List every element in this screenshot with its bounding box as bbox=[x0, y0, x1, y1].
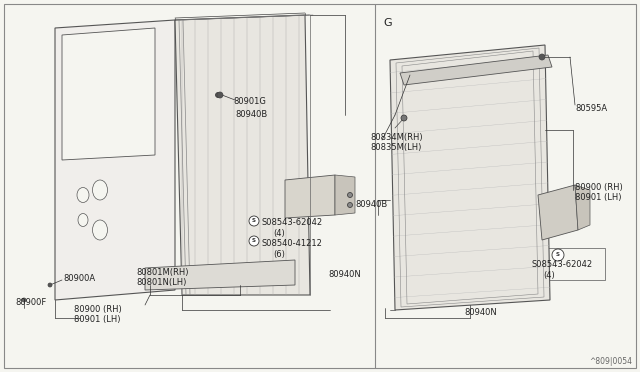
Circle shape bbox=[22, 298, 26, 302]
Circle shape bbox=[216, 93, 221, 97]
Circle shape bbox=[48, 283, 52, 287]
Text: 80901G: 80901G bbox=[233, 97, 266, 106]
Text: 80835M(LH): 80835M(LH) bbox=[370, 143, 421, 152]
Text: 80900 (RH): 80900 (RH) bbox=[74, 305, 122, 314]
Text: 80940B: 80940B bbox=[235, 110, 268, 119]
Text: 80595A: 80595A bbox=[575, 104, 607, 113]
Polygon shape bbox=[62, 28, 155, 160]
Text: 80900 (RH): 80900 (RH) bbox=[575, 183, 623, 192]
Circle shape bbox=[401, 115, 407, 121]
Polygon shape bbox=[55, 20, 175, 300]
Text: 80900F: 80900F bbox=[15, 298, 46, 307]
Ellipse shape bbox=[93, 180, 108, 200]
Text: ^809|0054: ^809|0054 bbox=[589, 357, 632, 366]
Polygon shape bbox=[145, 260, 295, 290]
Ellipse shape bbox=[93, 220, 108, 240]
Text: 80940B: 80940B bbox=[355, 200, 387, 209]
Ellipse shape bbox=[77, 187, 89, 202]
Circle shape bbox=[348, 202, 353, 208]
Text: 80901 (LH): 80901 (LH) bbox=[74, 315, 120, 324]
Circle shape bbox=[217, 92, 223, 98]
Text: 80900A: 80900A bbox=[63, 274, 95, 283]
Polygon shape bbox=[538, 185, 578, 240]
Text: (6): (6) bbox=[273, 250, 285, 259]
Polygon shape bbox=[175, 15, 310, 295]
Text: 80940N: 80940N bbox=[328, 270, 361, 279]
Text: S: S bbox=[556, 253, 560, 257]
Circle shape bbox=[552, 249, 564, 261]
Polygon shape bbox=[285, 175, 335, 218]
Text: S08540-41212: S08540-41212 bbox=[262, 239, 323, 248]
Circle shape bbox=[249, 216, 259, 226]
Bar bbox=[396, 195, 418, 223]
Polygon shape bbox=[390, 45, 550, 310]
Ellipse shape bbox=[78, 214, 88, 227]
Circle shape bbox=[249, 236, 259, 246]
Text: G: G bbox=[383, 18, 392, 28]
Circle shape bbox=[348, 192, 353, 198]
Text: 80940N: 80940N bbox=[464, 308, 497, 317]
Text: S: S bbox=[252, 218, 256, 224]
Polygon shape bbox=[575, 185, 590, 230]
Text: 80801N(LH): 80801N(LH) bbox=[136, 278, 186, 287]
Polygon shape bbox=[400, 55, 552, 85]
Text: S08543-62042: S08543-62042 bbox=[532, 260, 593, 269]
Text: S: S bbox=[252, 238, 256, 244]
Bar bbox=[523, 248, 605, 280]
Text: 80834M(RH): 80834M(RH) bbox=[370, 133, 422, 142]
Text: S08543-62042: S08543-62042 bbox=[262, 218, 323, 227]
Polygon shape bbox=[335, 175, 355, 215]
Circle shape bbox=[539, 54, 545, 60]
Text: 80801M(RH): 80801M(RH) bbox=[136, 268, 189, 277]
Text: 80901 (LH): 80901 (LH) bbox=[575, 193, 621, 202]
Bar bbox=[125, 185, 150, 207]
Text: (4): (4) bbox=[273, 229, 285, 238]
Text: (4): (4) bbox=[543, 271, 555, 280]
